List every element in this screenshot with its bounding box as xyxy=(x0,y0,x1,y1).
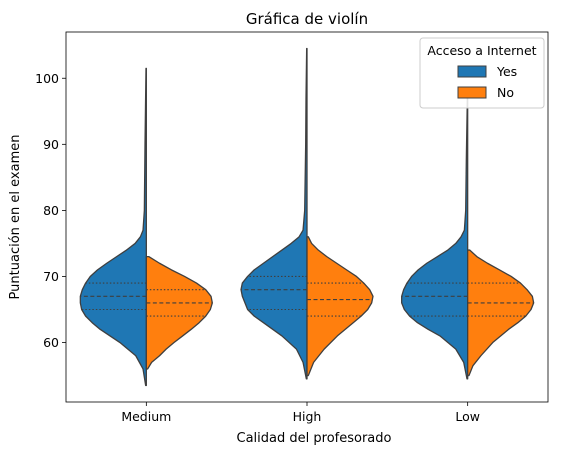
y-axis-label: Puntuación en el examen xyxy=(8,135,23,300)
violin-yes-medium xyxy=(80,68,146,385)
violin-no-medium xyxy=(146,257,212,369)
violin-no-low xyxy=(468,250,534,376)
legend: Acceso a Internet Yes No xyxy=(420,38,544,108)
legend-swatch-no xyxy=(458,87,486,98)
y-tick-label: 90 xyxy=(43,137,59,152)
violin-yes-low xyxy=(402,98,468,379)
y-axis: 60 70 80 90 100 xyxy=(35,71,66,350)
chart-title: Gráfica de violín xyxy=(246,10,368,28)
x-tick-label: Low xyxy=(455,409,480,424)
legend-swatch-yes xyxy=(458,66,486,77)
x-axis-label: Calidad del profesorado xyxy=(237,431,392,446)
violin-no-high xyxy=(307,237,373,376)
y-tick-label: 60 xyxy=(43,335,59,350)
legend-title: Acceso a Internet xyxy=(427,43,536,58)
y-tick-label: 80 xyxy=(43,203,59,218)
legend-label-yes: Yes xyxy=(496,64,517,79)
x-axis: Medium High Low xyxy=(121,402,480,424)
y-tick-label: 70 xyxy=(43,269,59,284)
violin-yes-high xyxy=(241,49,307,379)
y-tick-label: 100 xyxy=(35,71,59,86)
x-tick-label: Medium xyxy=(121,409,171,424)
x-tick-label: High xyxy=(293,409,322,424)
legend-label-no: No xyxy=(497,85,514,100)
